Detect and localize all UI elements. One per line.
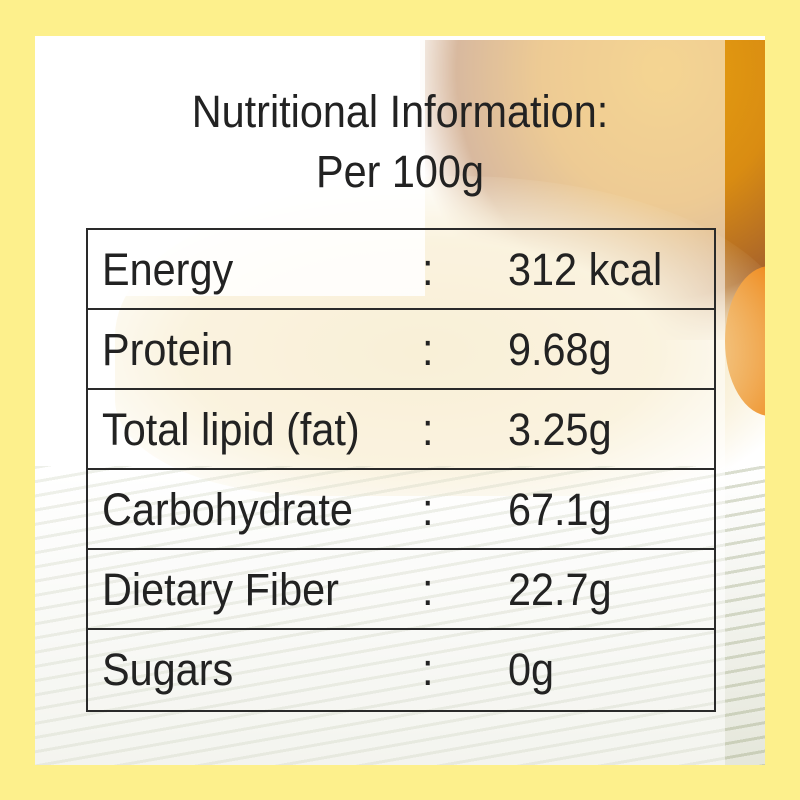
nutrient-value: 312 kcal bbox=[508, 244, 663, 295]
nutrition-table: Energy: 312 kcal Protein: 9.68g Total lipi… bbox=[86, 228, 716, 712]
separator: : bbox=[422, 484, 434, 535]
table-row: Sugars: 0g bbox=[88, 630, 714, 710]
separator: : bbox=[422, 244, 434, 295]
table-row: Carbohydrate: 67.1g bbox=[88, 470, 714, 550]
table-row: Dietary Fiber: 22.7g bbox=[88, 550, 714, 630]
nutrient-label: Total lipid (fat) bbox=[102, 404, 360, 455]
separator: : bbox=[422, 404, 434, 455]
page-title: Nutritional Information: Per 100g bbox=[32, 82, 768, 202]
nutrient-value: 22.7g bbox=[508, 564, 612, 615]
title-line-1: Nutritional Information: bbox=[191, 86, 609, 137]
title-line-2: Per 100g bbox=[315, 146, 485, 197]
nutrient-value: 67.1g bbox=[508, 484, 612, 535]
nutrient-label: Carbohydrate bbox=[102, 484, 353, 535]
nutrient-label: Dietary Fiber bbox=[102, 564, 339, 615]
separator: : bbox=[422, 564, 434, 615]
table-row: Total lipid (fat): 3.25g bbox=[88, 390, 714, 470]
nutrient-label: Sugars bbox=[102, 644, 234, 695]
separator: : bbox=[422, 324, 434, 375]
separator: : bbox=[422, 644, 434, 695]
nutrient-value: 9.68g bbox=[508, 324, 612, 375]
nutrient-value: 0g bbox=[508, 644, 555, 695]
table-row: Protein: 9.68g bbox=[88, 310, 714, 390]
table-row: Energy: 312 kcal bbox=[88, 230, 714, 310]
white-overlay-top bbox=[35, 36, 425, 296]
nutrient-label: Protein bbox=[102, 324, 234, 375]
nutrient-value: 3.25g bbox=[508, 404, 612, 455]
nutrient-label: Energy bbox=[102, 244, 234, 295]
